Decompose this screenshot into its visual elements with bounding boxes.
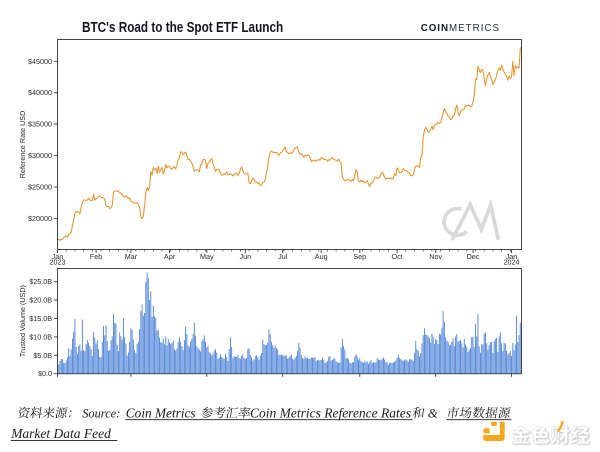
svg-text:Mar: Mar <box>125 252 138 261</box>
svg-text:$10.0B: $10.0B <box>29 332 52 341</box>
svg-text:Dec: Dec <box>467 252 480 261</box>
svg-text:Sep: Sep <box>353 252 366 261</box>
svg-text:$45000: $45000 <box>28 57 52 66</box>
svg-text:Apr: Apr <box>164 252 176 261</box>
svg-text:$35000: $35000 <box>28 120 52 129</box>
svg-text:Nov: Nov <box>429 252 442 261</box>
svg-text:Reference Rate USD: Reference Rate USD <box>18 111 27 179</box>
svg-text:Jan: Jan <box>52 252 64 261</box>
svg-text:Coin Metrics: Coin Metrics <box>126 405 196 420</box>
svg-text:Trusted Volume (USD): Trusted Volume (USD) <box>18 285 27 357</box>
svg-text:$30000: $30000 <box>28 151 52 160</box>
svg-text:Coin Metrics Reference Rates: Coin Metrics Reference Rates <box>250 405 411 420</box>
svg-text:$25000: $25000 <box>28 183 52 192</box>
svg-text:Aug: Aug <box>315 252 328 261</box>
svg-text:Source:: Source: <box>82 406 120 420</box>
svg-text:$15.0B: $15.0B <box>29 314 52 323</box>
svg-text:$20.0B: $20.0B <box>29 296 52 305</box>
svg-text:$25.0B: $25.0B <box>29 277 52 286</box>
svg-text:May: May <box>200 252 214 261</box>
svg-text:Jun: Jun <box>240 252 252 261</box>
svg-text:Jan: Jan <box>506 252 518 261</box>
svg-text:&: & <box>428 406 438 420</box>
svg-text:$0.0: $0.0 <box>38 369 52 378</box>
svg-text:Feb: Feb <box>90 252 102 261</box>
svg-text:$40000: $40000 <box>28 88 52 97</box>
svg-text:2024: 2024 <box>504 258 520 267</box>
svg-text:2023: 2023 <box>50 258 66 267</box>
svg-text:Jul: Jul <box>278 252 288 261</box>
svg-text:$20000: $20000 <box>28 214 52 223</box>
svg-text:$5.0B: $5.0B <box>33 351 52 360</box>
svg-text:Oct: Oct <box>392 252 403 261</box>
svg-text:Market Data Feed: Market Data Feed <box>10 426 111 441</box>
